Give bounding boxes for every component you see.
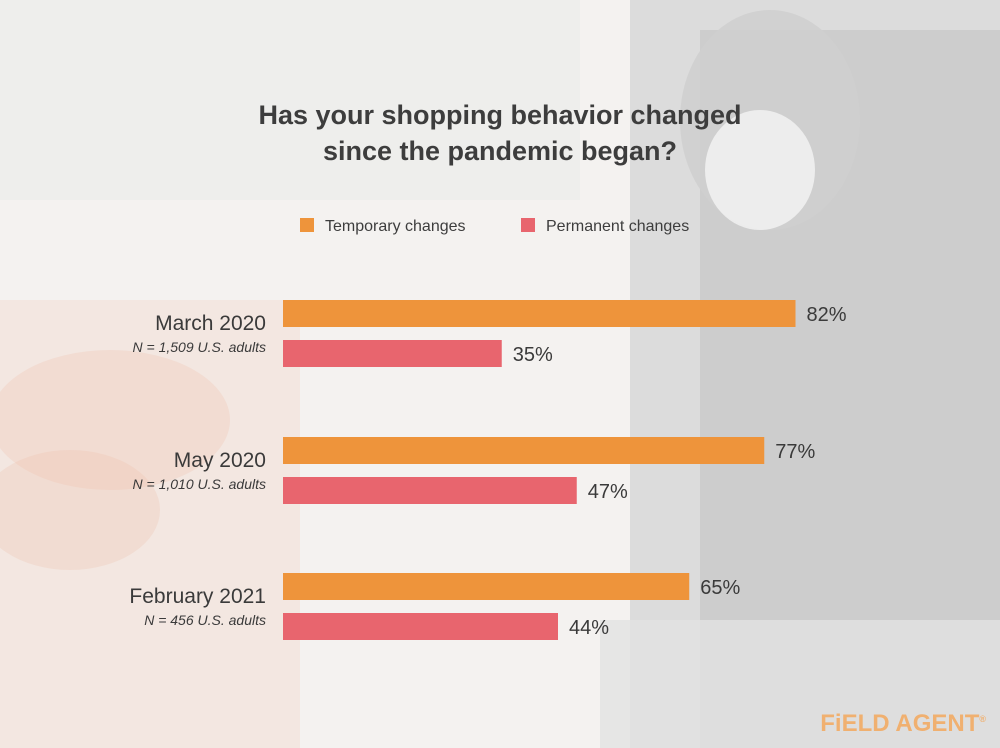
- value-label-temporary: 65%: [700, 577, 740, 599]
- legend: Temporary changes Permanent changes: [300, 218, 689, 235]
- value-label-temporary: 77%: [775, 441, 815, 463]
- chart-title-line-2: since the pandemic began?: [323, 136, 677, 166]
- value-label-permanent: 44%: [569, 617, 609, 639]
- logo-registered-mark: ®: [979, 714, 986, 724]
- bar-permanent: [283, 340, 502, 367]
- value-label-permanent: 47%: [588, 481, 628, 503]
- chart-title-line-1: Has your shopping behavior changed: [258, 100, 741, 130]
- category-label: February 2021: [129, 585, 266, 608]
- logo-text: FiELD AGENT: [820, 710, 980, 737]
- value-label-permanent: 35%: [513, 344, 553, 366]
- legend-label-permanent: Permanent changes: [546, 218, 689, 235]
- bar-temporary: [283, 437, 765, 464]
- bar-permanent: [283, 477, 577, 504]
- category-label: March 2020: [155, 312, 266, 335]
- bar-temporary: [283, 573, 690, 600]
- field-agent-logo: FiELD AGENT®: [820, 710, 986, 738]
- category-sample-note: N = 1,509 U.S. adults: [133, 339, 266, 355]
- category-sample-note: N = 1,010 U.S. adults: [133, 476, 266, 492]
- bar-temporary: [283, 300, 796, 327]
- legend-swatch-permanent: [521, 218, 535, 232]
- bar-groups: March 2020 N = 1,509 U.S. adults 82% 35% May…: [129, 300, 847, 640]
- legend-label-temporary: Temporary changes: [325, 218, 466, 235]
- bar-permanent: [283, 613, 558, 640]
- category-label: May 2020: [174, 449, 266, 472]
- legend-swatch-temporary: [300, 218, 314, 232]
- category-sample-note: N = 456 U.S. adults: [144, 612, 266, 628]
- value-label-temporary: 82%: [807, 304, 847, 326]
